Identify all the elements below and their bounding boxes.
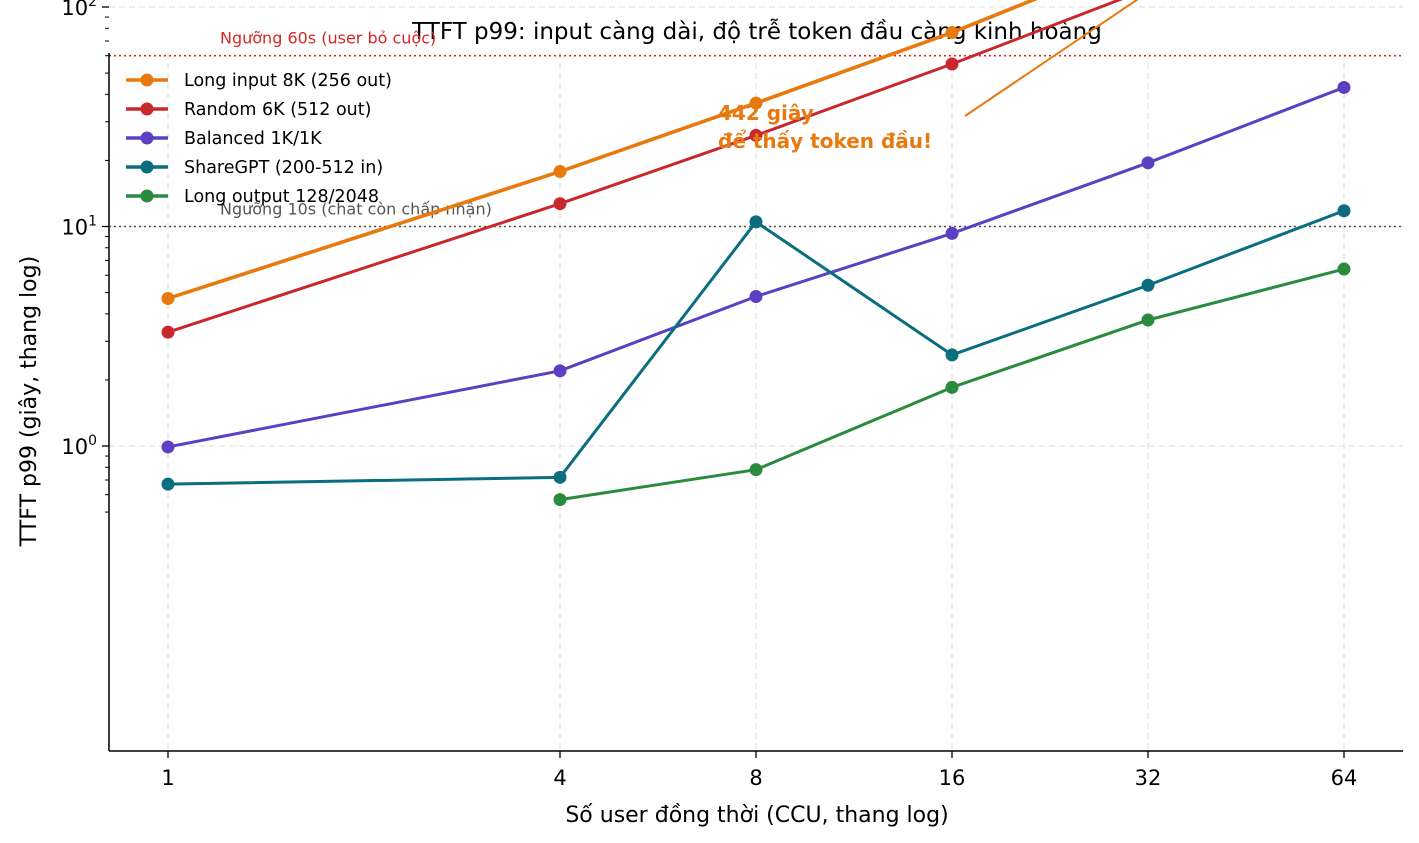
x-axis-label: Số user đồng thời (CCU, thang log) [565,803,948,828]
y-tick-label: 100 [61,433,97,459]
series-4 [553,262,1351,507]
legend-label: ShareGPT (200-512 in) [184,158,383,178]
data-point [161,325,175,339]
y-axis-label: TTFT p99 (giây, thang log) [17,256,42,547]
series-line [167,209,1345,486]
data-point [553,493,567,507]
x-tick-label: 4 [553,766,566,790]
legend-marker [140,160,154,174]
data-point [1337,80,1351,94]
data-point [749,128,763,142]
x-tick-label: 1 [161,766,174,790]
data-point [553,364,567,378]
data-point [945,348,959,362]
legend-marker [140,102,154,116]
data-point [945,226,959,240]
annotation: 442 giây để thấy token đầu! [718,0,1139,153]
data-point [1141,278,1155,292]
series-1 [161,0,1124,339]
legend-entry: Random 6K (512 out) [126,100,371,120]
y-tick-label: 102 [61,0,97,20]
legend-entry: Long input 8K (256 out) [126,71,392,91]
data-point [1141,156,1155,170]
series-line [167,0,1038,301]
data-point [945,380,959,394]
threshold-lines: Ngưỡng 60s (user bỏ cuộc)Ngưỡng 10s (cha… [109,29,1403,228]
data-point [945,57,959,71]
axes: 1 4 8 16 32 64 100 101 102 [61,0,1403,790]
data-point [1337,204,1351,218]
series-line [167,0,1124,334]
x-tick-label: 16 [939,766,966,790]
series-3 [161,204,1351,491]
series-0 [161,0,1038,305]
series-line [167,86,1345,449]
data-point [553,197,567,211]
legend-entry: Long output 128/2048 [126,187,379,207]
data-point [1337,262,1351,276]
data-point [749,215,763,229]
x-tick-label: 64 [1331,766,1358,790]
data-point [1141,313,1155,327]
data-point [161,440,175,454]
data-point [749,463,763,477]
legend-marker [140,189,154,203]
data-point [161,291,175,305]
x-tick-label: 8 [749,766,762,790]
legend-label: Long input 8K (256 out) [184,71,392,91]
legend-marker [140,73,154,87]
legend-marker [140,131,154,145]
data-point [553,470,567,484]
annotation-arrow [964,0,1139,117]
annotation-text: để thấy token đầu! [718,129,932,153]
x-tick-label: 32 [1135,766,1162,790]
legend-entry: ShareGPT (200-512 in) [126,158,383,178]
data-point [161,477,175,491]
annotation-text: 442 giây [718,101,814,125]
legend-label: Long output 128/2048 [184,187,379,207]
legend-entry: Balanced 1K/1K [126,129,322,149]
legend-label: Random 6K (512 out) [184,100,371,120]
data-series [161,0,1351,507]
data-point [553,165,567,179]
data-point [749,96,763,110]
chart-title: TTFT p99: input càng dài, độ trễ token đ… [411,17,1102,45]
threshold-label: Ngưỡng 60s (user bỏ cuộc) [220,29,436,48]
data-point [749,289,763,303]
legend-label: Balanced 1K/1K [184,129,322,149]
y-tick-label: 101 [61,214,97,240]
legend: Long input 8K (256 out) Random 6K (512 ou… [126,71,392,207]
data-point [945,26,959,40]
series-2 [161,80,1351,454]
